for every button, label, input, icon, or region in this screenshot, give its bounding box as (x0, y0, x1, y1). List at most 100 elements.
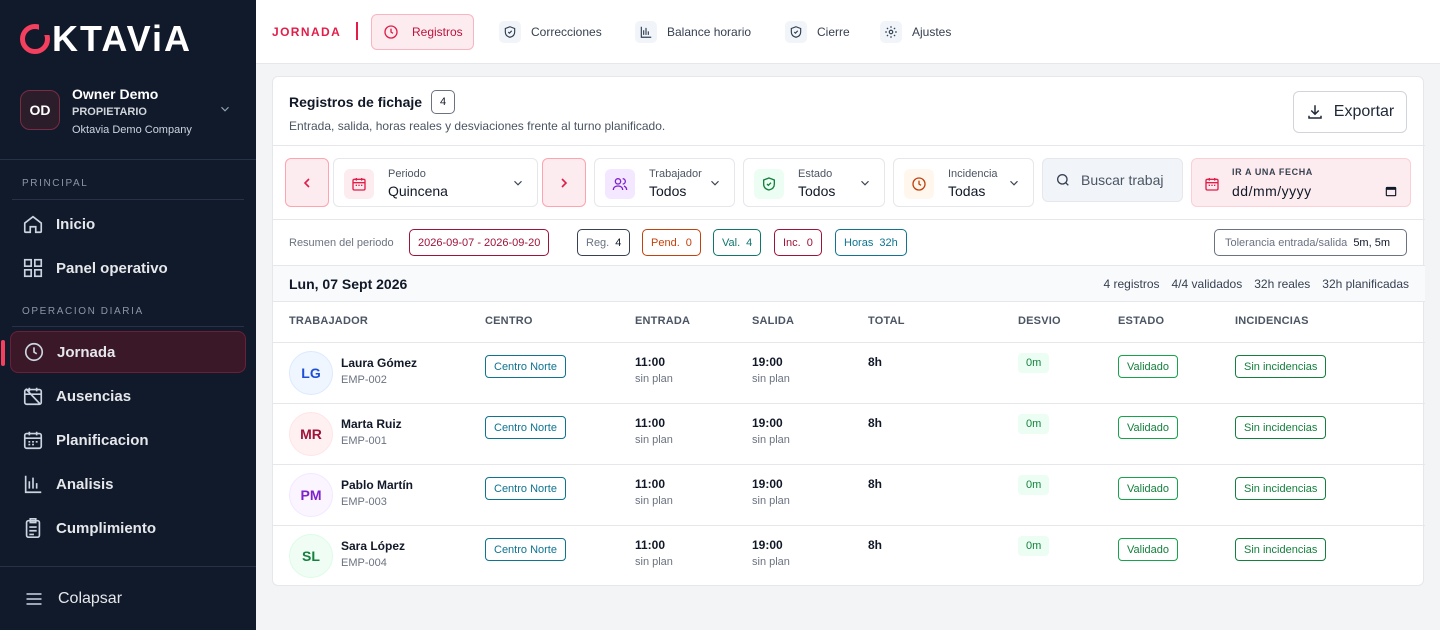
worker-code: EMP-002 (341, 374, 387, 386)
centro-badge: Centro Norte (485, 477, 566, 500)
entrada-plan: sin plan (635, 495, 673, 507)
sidebar-item-panel-operativo[interactable]: Panel operativo (10, 247, 246, 289)
estado-select[interactable]: Estado Todos (743, 158, 885, 207)
tab-correcciones[interactable]: Correcciones (491, 14, 612, 50)
tab-balance-horario[interactable]: Balance horario (627, 14, 761, 50)
tolerance-chip: Tolerancia entrada/salida 5m, 5m (1214, 229, 1407, 256)
divider (356, 22, 358, 40)
top-bar: JORNADA Registros Correcciones Balance h… (256, 0, 1440, 64)
collapse-label: Colapsar (58, 589, 123, 607)
date-value: dd/mm/yyyy (1232, 183, 1312, 199)
total-hours: 8h (868, 538, 883, 552)
salida-time: 19:00 (752, 355, 783, 369)
chart-icon (635, 21, 657, 43)
sidebar-item-inicio[interactable]: Inicio (10, 203, 246, 245)
tab-registros[interactable]: Registros (371, 14, 474, 50)
sidebar-item-planificacion[interactable]: Planificacion (10, 419, 246, 461)
grid-icon (23, 258, 43, 278)
chevron-down-icon (1010, 180, 1018, 186)
sidebar-item-ausencias[interactable]: Ausencias (10, 375, 246, 417)
summary-label: Resumen del periodo (289, 237, 394, 249)
registros-card: Registros de fichaje 4 Entrada, salida, … (272, 76, 1425, 586)
export-label: Exportar (1333, 103, 1395, 120)
day-header: Lun, 07 Sept 2026 4 registros 4/4 valida… (273, 265, 1425, 302)
worker-code: EMP-004 (341, 557, 387, 569)
reg-chip: Reg. 4 (577, 229, 631, 256)
user-switcher[interactable]: OD Owner Demo PROPIETARIO Oktavia Demo C… (20, 86, 240, 144)
avatar: OD (20, 90, 60, 130)
oktavia-logo[interactable]: KTAViA (20, 20, 192, 58)
desvio-badge: 0m (1018, 353, 1050, 373)
sidebar-item-label: Planificacion (56, 431, 149, 449)
tab-label: Balance horario (667, 25, 752, 39)
entrada-time: 11:00 (635, 355, 666, 369)
periodo-select[interactable]: Periodo Quincena (333, 158, 538, 207)
trabajador-select[interactable]: Trabajador Todos (594, 158, 735, 207)
export-button[interactable]: Exportar (1293, 91, 1407, 133)
clock-icon (24, 342, 44, 362)
entrada-plan: sin plan (635, 434, 673, 446)
table-row[interactable]: LG Laura Gómez EMP-002 Centro Norte 11:0… (273, 342, 1425, 403)
avatar: LG (289, 351, 333, 395)
desvio-badge: 0m (1018, 475, 1050, 495)
incidencia-select[interactable]: Incidencia Todas (893, 158, 1034, 207)
divider (273, 145, 1425, 146)
total-hours: 8h (868, 477, 883, 491)
sidebar-item-label: Panel operativo (56, 259, 168, 277)
calendar-picker-icon[interactable] (1384, 184, 1398, 198)
divider (12, 326, 244, 327)
column-header-total: TOTAL (868, 315, 905, 327)
centro-badge: Centro Norte (485, 538, 566, 561)
range-value: 2026-09-07 - 2026-09-20 (418, 236, 541, 249)
total-hours: 8h (868, 416, 883, 430)
clock-icon (904, 169, 934, 199)
salida-plan: sin plan (752, 556, 790, 568)
table-row[interactable]: PM Pablo Martín EMP-003 Centro Norte 11:… (273, 464, 1425, 525)
chip-key: Inc. (783, 236, 801, 249)
incidencias-badge: Sin incidencias (1235, 538, 1327, 561)
avatar: PM (289, 473, 333, 517)
table-row[interactable]: SL Sara López EMP-004 Centro Norte 11:00… (273, 525, 1425, 586)
centro-badge: Centro Norte (485, 416, 566, 439)
salida-plan: sin plan (752, 495, 790, 507)
worker-name: Sara López (341, 539, 406, 553)
users-icon (605, 169, 635, 199)
periodo-label: Periodo (388, 168, 426, 180)
worker-name: Marta Ruiz (341, 417, 402, 431)
prev-period-button[interactable] (285, 158, 329, 207)
collapse-button[interactable]: Colapsar (0, 566, 256, 630)
date-picker[interactable]: IR A UNA FECHA dd/mm/yyyy (1191, 158, 1411, 207)
count-badge: 4 (431, 90, 455, 114)
chart-icon (24, 475, 42, 494)
sidebar-item-label: Cumplimiento (56, 519, 156, 537)
entrada-time: 11:00 (635, 477, 666, 491)
chevron-down-icon (514, 180, 522, 186)
gear-icon (880, 21, 902, 43)
tab-cierre[interactable]: Cierre (777, 14, 860, 50)
shield-check-icon (754, 169, 784, 199)
sidebar-item-analisis[interactable]: Analisis (10, 463, 246, 505)
next-period-button[interactable] (542, 158, 586, 207)
tolerance-value: 5m, 5m (1353, 236, 1390, 249)
day-title: Lun, 07 Sept 2026 (289, 276, 408, 292)
clipboard-icon (25, 518, 41, 538)
entrada-time: 11:00 (635, 538, 666, 552)
search-input[interactable]: Buscar trabaj (1042, 158, 1183, 202)
trabajador-label: Trabajador (649, 168, 702, 180)
column-header-desvio: DESVIO (1018, 315, 1061, 327)
divider (0, 159, 256, 160)
entrada-plan: sin plan (635, 373, 673, 385)
worker-name: Pablo Martín (341, 478, 414, 492)
table-row[interactable]: MR Marta Ruiz EMP-001 Centro Norte 11:00… (273, 403, 1425, 464)
worker-name: Laura Gómez (341, 356, 418, 370)
desvio-badge: 0m (1018, 414, 1050, 434)
salida-time: 19:00 (752, 477, 783, 491)
sidebar-item-jornada[interactable]: Jornada (1, 331, 246, 373)
chevron-right-icon (561, 177, 568, 188)
tab-ajustes[interactable]: Ajustes (872, 14, 961, 50)
trabajador-value: Todos (649, 183, 687, 199)
chevron-down-icon (221, 106, 229, 112)
user-name: Owner Demo (72, 86, 159, 102)
sidebar-item-cumplimiento[interactable]: Cumplimiento (10, 507, 246, 549)
download-icon (1308, 105, 1322, 119)
